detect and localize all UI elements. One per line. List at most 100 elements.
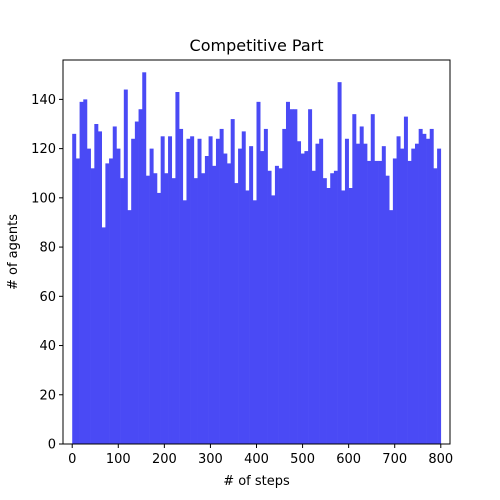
histogram-bar [256,101,261,444]
histogram-bar [201,173,206,444]
histogram-bar [249,146,254,444]
histogram-bar [116,148,121,444]
histogram-bar [234,183,239,445]
histogram-bar [227,163,231,444]
histogram-bar [381,146,386,444]
histogram-bar [267,170,272,444]
histogram-bar [175,92,180,444]
x-tick-label: 700 [382,452,407,467]
histogram-bar [215,138,220,444]
y-tick-label: 80 [39,241,56,256]
histogram-bar [426,138,431,444]
histogram-bar [212,165,217,444]
histogram-bar [274,165,279,444]
histogram-bar [333,170,338,444]
histogram-bar [396,136,401,445]
histogram-bar [142,72,147,445]
x-tick-label: 400 [244,452,269,467]
histogram-bar [75,158,80,444]
histogram-bar [411,148,416,444]
x-tick-label: 200 [152,452,177,467]
y-axis: 0 20 40 60 80 100 120 140 [31,93,63,453]
histogram-bar [344,138,349,444]
histogram-bar [433,168,438,445]
histogram-bar [348,188,353,444]
histogram-bar [109,158,114,444]
histogram-bar [437,148,442,444]
histogram-bar [208,136,213,445]
histogram-bar [94,124,99,444]
histogram-bar [138,109,143,444]
histogram-bar [407,160,412,444]
y-tick-label: 120 [31,142,56,157]
histogram-bar [134,121,139,445]
histogram-bar [414,143,419,444]
histogram-bar [308,109,313,444]
histogram-bar [330,173,335,444]
histogram-bar [385,175,390,444]
histogram-bar [352,114,357,445]
histogram-bar [289,109,294,444]
histogram-bar [252,200,257,444]
chart-title: Competitive Part [190,36,324,55]
histogram-bar [341,190,346,444]
histogram-bar [164,173,169,444]
histogram-bar [156,192,161,444]
y-tick-label: 100 [31,191,56,206]
histogram-bar [182,200,187,444]
histogram-bar [86,148,91,444]
y-axis-label: # of agents [6,214,21,290]
histogram-bar [168,136,173,445]
x-tick-label: 0 [68,452,76,467]
histogram-bar [190,136,195,445]
histogram-bar [193,178,198,444]
histogram-bar [282,128,287,444]
histogram-bar [230,119,235,445]
x-axis-label: # of steps [223,474,290,489]
histogram-bar [149,148,154,444]
histogram-bar [112,126,117,444]
histogram-bar [245,190,250,444]
histogram-bar [123,89,128,445]
histogram-bar [179,128,184,444]
histogram-bar [131,138,136,444]
histogram-bar [153,173,158,444]
x-tick-label: 800 [428,452,453,467]
histogram-bar [223,153,228,445]
histogram-bar [241,131,246,444]
histogram-bar [311,170,316,444]
y-tick-label: 60 [39,290,56,305]
histogram-bar [293,109,298,444]
histogram-bar [429,128,434,444]
histogram-bar [105,163,110,444]
histogram-bar [263,128,268,444]
x-tick-label: 500 [290,452,315,467]
y-tick-label: 0 [48,438,56,453]
histogram-bar [171,178,176,444]
histogram-bar [326,188,331,444]
histogram-bar [297,141,302,444]
histogram-bar [300,153,305,445]
histogram-bar [363,143,368,444]
histogram-bar [367,160,372,444]
x-axis: 0 100 200 300 400 500 600 700 800 [68,444,453,467]
histogram-bar [90,168,95,445]
histogram-bar [98,131,102,444]
histogram-bar [260,151,265,445]
histogram-bar [359,126,364,444]
histogram-bar [337,82,342,445]
y-tick-label: 20 [39,388,56,403]
histogram-bar [319,138,324,444]
y-tick-label: 40 [39,339,56,354]
histogram-bar [389,210,394,444]
histogram-bar [403,116,408,444]
histogram-bar [127,210,132,444]
histogram-bar [370,114,375,445]
histogram-bar [145,175,150,444]
histogram-bar [160,136,165,445]
histogram-bar [315,143,320,444]
histogram-bar [204,156,209,444]
histogram-bar [238,148,243,444]
histogram-bar [285,101,290,444]
